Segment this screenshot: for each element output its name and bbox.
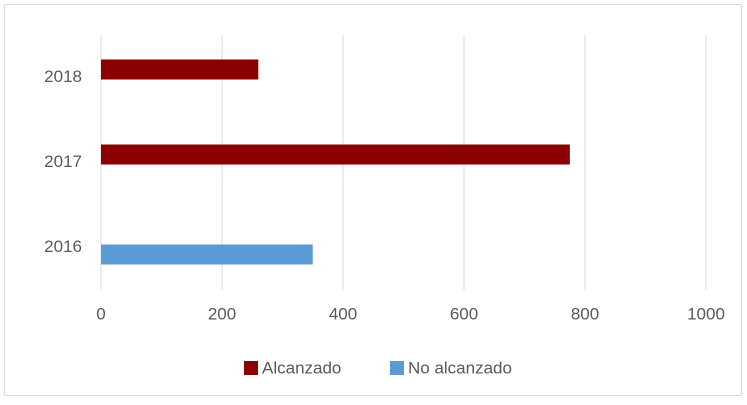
y-tick-label: 2017 (44, 152, 82, 171)
legend-label: Alcanzado (262, 358, 341, 377)
x-tick-label: 200 (208, 304, 236, 323)
x-tick-label: 400 (329, 304, 357, 323)
bar (101, 59, 259, 80)
legend-label: No alcanzado (408, 358, 512, 377)
y-tick-label: 2018 (44, 67, 82, 86)
legend-swatch (244, 361, 258, 375)
bar (101, 244, 313, 265)
x-tick-label: 1000 (687, 304, 725, 323)
y-tick-label: 2016 (44, 237, 82, 256)
legend-swatch (390, 361, 404, 375)
x-tick-label: 800 (571, 304, 599, 323)
x-tick-label: 600 (450, 304, 478, 323)
bar (101, 144, 570, 165)
x-tick-label: 0 (96, 304, 105, 323)
